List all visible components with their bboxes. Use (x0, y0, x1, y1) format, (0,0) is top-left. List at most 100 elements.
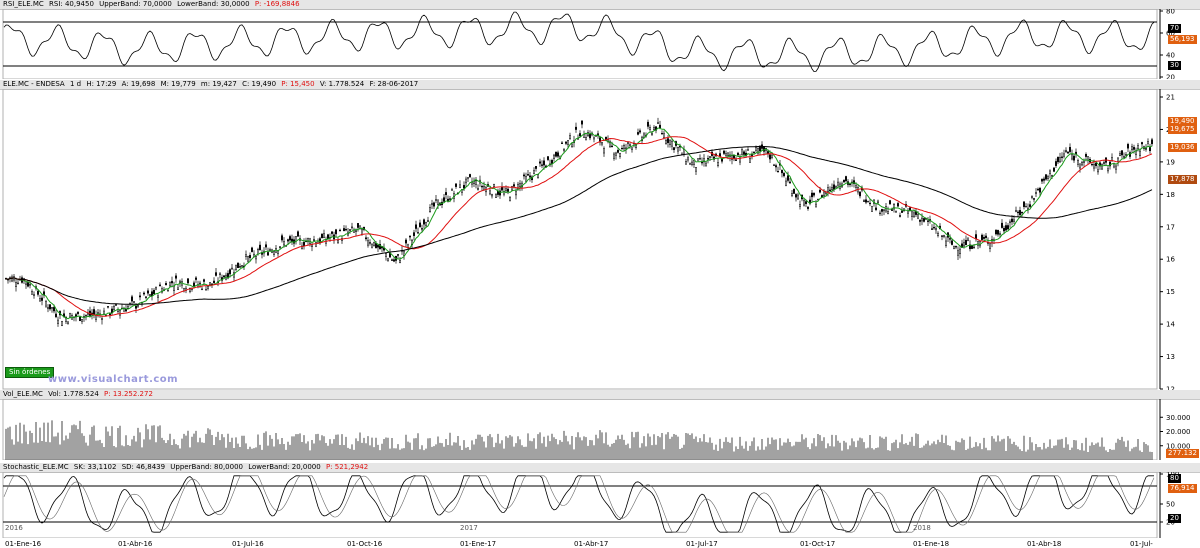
price-badge-ma-short: 19,675 (1168, 125, 1197, 134)
price-candle-body (787, 175, 789, 181)
price-y-tick-label: 18 (1166, 191, 1175, 199)
price-candle-body (707, 158, 709, 160)
price-candle-body (429, 207, 431, 213)
price-candle-body (403, 250, 405, 256)
price-candle-body (147, 290, 149, 294)
price-candle-body (151, 291, 153, 297)
price-v: V: 1.778.524 (319, 80, 365, 88)
price-candle-body (465, 178, 467, 184)
price-candle-body (361, 229, 363, 235)
rsi-lower-band: LowerBand: 30,0000 (177, 0, 250, 8)
price-candle-body (255, 256, 257, 260)
rsi-y-tick-label: 60 (1166, 30, 1175, 38)
price-candle-body (507, 188, 509, 192)
price-badge-ma-long: 17,878 (1168, 175, 1197, 184)
price-candle-body (935, 228, 937, 231)
stoch-upper-band: UpperBand: 80,0000 (170, 463, 243, 471)
price-candle-body (539, 161, 541, 164)
x-tick-label: 01-Ene-17 (460, 540, 497, 548)
price-candle-body (1055, 161, 1057, 166)
vol-frame (2, 399, 1158, 460)
price-candle-body (781, 169, 783, 174)
price-candle-body (703, 158, 705, 163)
price-candle-body (267, 252, 269, 256)
price-candle-body (1023, 201, 1025, 207)
price-candle-body (417, 232, 419, 234)
price-candle-body (849, 183, 851, 186)
price-candle-body (663, 133, 665, 138)
price-candle-body (405, 239, 407, 244)
price-candle-body (1005, 225, 1007, 231)
price-candle-body (283, 241, 285, 246)
x-year-label: 2016 (5, 524, 23, 532)
price-candle-body (135, 305, 137, 309)
price-candle-body (971, 245, 973, 249)
price-candle-body (909, 207, 911, 211)
vol-y-tick-label: 30.000 (1166, 414, 1191, 422)
ma-long-line (5, 145, 1153, 305)
price-candle-body (273, 251, 275, 255)
price-candle-body (1021, 211, 1023, 214)
price-badge-ma-mid: 19,036 (1168, 143, 1197, 152)
price-candle-body (289, 236, 291, 241)
price-candle-body (709, 156, 711, 158)
price-candle-body (657, 122, 659, 124)
rsi-y-tick-label: 20 (1166, 74, 1175, 80)
x-tick-label: 01-Jul- (1130, 540, 1153, 548)
price-candle-body (67, 321, 69, 324)
price-candle-body (803, 200, 805, 206)
price-y-tick-label: 21 (1166, 94, 1175, 102)
price-candle-body (981, 234, 983, 240)
price-candle-body (797, 194, 799, 200)
price-candle-body (375, 243, 377, 249)
price-candle-body (171, 281, 173, 284)
price-candle-body (669, 139, 671, 145)
vol-p: P: 13.252.272 (104, 390, 153, 398)
price-candle-body (1115, 165, 1117, 170)
price-candle-body (397, 254, 399, 256)
price-candle-body (459, 184, 461, 188)
ma-short-line (5, 127, 1153, 320)
price-candle-body (435, 199, 437, 201)
no-orders-badge[interactable]: Sin órdenes (5, 367, 55, 378)
price-candle-body (463, 185, 465, 189)
price-candle-body (281, 235, 283, 241)
rsi-y-tick-label: 40 (1166, 52, 1175, 60)
price-candle-body (579, 133, 581, 137)
price-candle-body (433, 202, 435, 207)
price-candle-body (791, 193, 793, 196)
price-candle-body (1027, 207, 1029, 210)
price-candle-body (519, 183, 521, 187)
price-y-tick-label: 12 (1166, 386, 1175, 394)
price-candle-body (621, 147, 623, 150)
price-candle-body (625, 147, 627, 150)
stoch-upper-badge: 80 (1168, 474, 1181, 483)
price-candle-body (77, 312, 79, 314)
price-candle-body (999, 233, 1001, 235)
price-candle-body (45, 301, 47, 307)
price-candle-body (1057, 156, 1059, 163)
price-candle-body (31, 291, 33, 295)
price-candle-body (921, 217, 923, 222)
vol-value-badge: 277.132 (1166, 449, 1199, 458)
price-candle-body (843, 179, 845, 183)
price-candle-body (1147, 141, 1149, 144)
price-candle-body (819, 189, 821, 193)
price-candle-body (705, 162, 707, 167)
price-candle-body (525, 176, 527, 182)
price-candle-body (955, 246, 957, 248)
price-candle-body (837, 181, 839, 186)
price-candle-body (367, 240, 369, 246)
price-candle-body (867, 200, 869, 203)
price-candle-body (759, 146, 761, 152)
price-candle-body (639, 130, 641, 133)
price-candle-body (369, 242, 371, 244)
price-y-tick-label: 19 (1166, 158, 1175, 166)
price-candle-body (527, 174, 529, 176)
price-candle-body (269, 249, 271, 251)
price-candle-body (943, 235, 945, 237)
price-candle-body (101, 318, 103, 320)
price-candle-body (1149, 146, 1151, 152)
x-tick-label: 01-Ene-18 (913, 540, 950, 548)
rsi-value-badge: 56,193 (1168, 35, 1197, 44)
